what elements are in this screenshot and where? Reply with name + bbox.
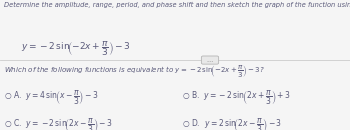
Text: …: … <box>203 58 217 63</box>
Text: Which of the following functions is equivalent to $y = -2\,\mathrm{sin}\!\left(-: Which of the following functions is equi… <box>4 63 265 79</box>
Text: $\bigcirc$ D.  $y = 2\,\mathrm{sin}\!\left(2x-\dfrac{\pi}{3}\right)-3$: $\bigcirc$ D. $y = 2\,\mathrm{sin}\!\lef… <box>182 117 282 130</box>
Text: Determine the amplitude, range, period, and phase shift and then sketch the grap: Determine the amplitude, range, period, … <box>4 2 350 8</box>
Text: $\bigcirc$ B.  $y = -2\,\mathrm{sin}\!\left(2x+\dfrac{\pi}{3}\right)+3$: $\bigcirc$ B. $y = -2\,\mathrm{sin}\!\le… <box>182 88 291 107</box>
Text: $\bigcirc$ C.  $y = -2\,\mathrm{sin}\!\left(2x-\dfrac{\pi}{3}\right)-3$: $\bigcirc$ C. $y = -2\,\mathrm{sin}\!\le… <box>4 117 113 130</box>
Text: $\bigcirc$ A.  $y = 4\,\mathrm{sin}\!\left(x-\dfrac{\pi}{3}\right)-3$: $\bigcirc$ A. $y = 4\,\mathrm{sin}\!\lef… <box>4 88 98 107</box>
Text: $y = -2\,\mathrm{sin}\!\left(-2x+\dfrac{\pi}{3}\right)-3$: $y = -2\,\mathrm{sin}\!\left(-2x+\dfrac{… <box>21 39 131 58</box>
